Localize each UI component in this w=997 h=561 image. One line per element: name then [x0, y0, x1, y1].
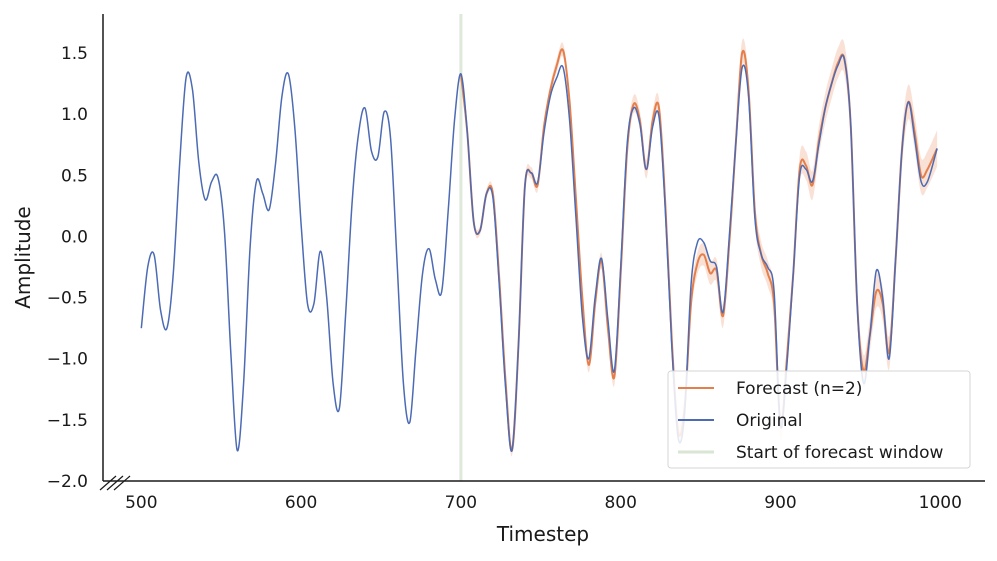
axes: 500 600 700 800 900 1000 1.5 1.0 0.5 0.0 −0.5 −1.0…	[11, 14, 985, 546]
axis-break-stroke	[113, 475, 131, 491]
x-tick-label: 1000	[919, 493, 962, 513]
axis-break-stroke	[106, 475, 124, 491]
axis-break-mark	[99, 475, 131, 491]
x-tick-label: 500	[125, 493, 157, 513]
x-tick-label: 900	[764, 493, 796, 513]
legend-label: Forecast (n=2)	[736, 379, 862, 399]
y-tick-labels: 1.5 1.0 0.5 0.0 −0.5 −1.0 −1.5 −2.0	[47, 44, 88, 492]
y-tick-label: 0.0	[61, 227, 88, 247]
plot-area	[140, 14, 939, 481]
legend-box	[667, 370, 971, 469]
legend-label: Original	[736, 411, 803, 431]
x-tick-labels: 500 600 700 800 900 1000	[125, 493, 962, 513]
y-axis-title: Amplitude	[11, 206, 35, 309]
y-tick-label: −1.5	[47, 411, 88, 431]
x-tick-label: 800	[604, 493, 636, 513]
legend: Forecast (n=2) Original Start of forecast …	[667, 370, 971, 469]
original-series-line	[140, 54, 938, 452]
y-tick-label: 1.5	[61, 44, 88, 64]
axis-break-stroke	[99, 475, 117, 491]
y-tick-label: −1.0	[47, 350, 88, 370]
legend-label: Start of forecast window	[736, 443, 943, 463]
x-tick-label: 600	[285, 493, 317, 513]
y-tick-label: −2.0	[47, 472, 88, 492]
y-tick-label: 0.5	[61, 166, 88, 186]
y-tick-label: 1.0	[61, 105, 88, 125]
x-tick-label: 700	[445, 493, 477, 513]
y-tick-label: −0.5	[47, 289, 88, 309]
x-axis-title: Timestep	[496, 522, 589, 546]
